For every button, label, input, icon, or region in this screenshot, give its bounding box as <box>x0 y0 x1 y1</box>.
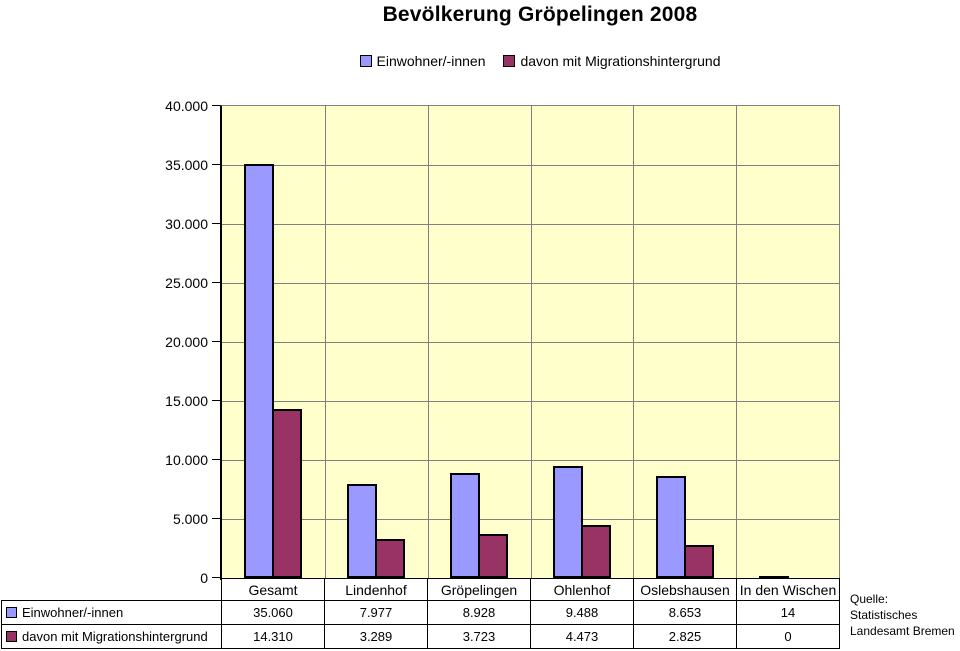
category-gridline <box>633 106 634 578</box>
source-note-line: Statistisches <box>850 608 918 622</box>
value-cell: 3.723 <box>427 624 531 649</box>
legend-item: davon mit Migrationshintergrund <box>503 53 720 69</box>
value-cell: 8.928 <box>427 600 531 625</box>
series-label-inner: Einwohner/-innen <box>6 605 221 620</box>
horizontal-gridline <box>222 401 839 402</box>
legend-item-label: davon mit Migrationshintergrund <box>520 53 721 69</box>
series-label-inner: davon mit Migrationshintergrund <box>6 629 221 644</box>
source-note-line: Quelle: <box>850 592 889 606</box>
category-header-cell: In den Wischen <box>736 578 840 601</box>
horizontal-gridline <box>222 460 839 461</box>
category-gridline <box>428 106 429 578</box>
horizontal-gridline <box>222 519 839 520</box>
y-axis-tick-label: 40.000 <box>165 98 208 114</box>
horizontal-gridline <box>222 165 839 166</box>
y-axis-tick-mark <box>212 282 221 283</box>
value-cell: 0 <box>736 624 840 649</box>
value-cell: 14.310 <box>221 624 325 649</box>
y-axis-tick-mark <box>212 164 221 165</box>
data-table: Gesamt Lindenhof Gröpelingen Ohlenhof Oslebs… <box>1 578 840 649</box>
table-corner-blank <box>2 579 222 601</box>
bar-1-4 <box>684 545 714 578</box>
bar-0-2 <box>450 473 480 578</box>
value-cell: 8.653 <box>633 600 737 625</box>
bar-0-4 <box>656 476 686 578</box>
category-header-cell: Lindenhof <box>324 578 428 601</box>
series-name: Einwohner/-innen <box>22 605 124 620</box>
horizontal-gridline <box>222 342 839 343</box>
chart-title: Bevölkerung Gröpelingen 2008 <box>382 3 698 26</box>
series-label-cell: davon mit Migrationshintergrund <box>1 624 222 649</box>
series-key-swatch <box>6 631 17 642</box>
legend-key-swatch <box>359 55 372 67</box>
bar-1-1 <box>375 539 405 578</box>
table-series-row: Einwohner/-innen 35.060 7.977 8.928 9.488 8.6… <box>1 600 840 625</box>
table-header-row: Gesamt Lindenhof Gröpelingen Ohlenhof Oslebs… <box>2 578 840 601</box>
bar-0-5 <box>759 576 789 578</box>
y-axis-tick-label: 25.000 <box>165 275 208 291</box>
value-cell: 9.488 <box>530 600 634 625</box>
legend: Einwohner/-innen davon mit Migrationshint… <box>110 53 960 69</box>
plot-area <box>220 105 840 580</box>
y-axis-tick-label: 35.000 <box>165 157 208 173</box>
y-axis-tick-label: 15.000 <box>165 393 208 409</box>
value-cell: 7.977 <box>324 600 428 625</box>
value-cell: 35.060 <box>221 600 325 625</box>
table-series-row: davon mit Migrationshintergrund 14.310 3.2… <box>1 624 840 649</box>
y-axis-tick-mark <box>212 341 221 342</box>
y-axis-tick-mark <box>212 105 221 106</box>
value-cell: 4.473 <box>530 624 634 649</box>
horizontal-gridline <box>222 224 839 225</box>
y-axis-tick-mark <box>212 400 221 401</box>
bar-1-3 <box>581 525 611 578</box>
series-name: davon mit Migrationshintergrund <box>22 629 208 644</box>
category-header-cell: Gesamt <box>221 578 325 601</box>
y-axis-tick-mark <box>212 518 221 519</box>
category-gridline <box>325 106 326 578</box>
bar-1-2 <box>478 534 508 578</box>
y-axis-tick-mark <box>212 577 221 578</box>
legend-item: Einwohner/-innen <box>359 53 486 69</box>
category-header-cell: Ohlenhof <box>530 578 634 601</box>
bar-0-1 <box>347 484 377 578</box>
y-axis-tick-label: 30.000 <box>165 216 208 232</box>
bar-0-0 <box>244 164 274 578</box>
y-axis-tick-mark <box>212 223 221 224</box>
horizontal-gridline <box>222 283 839 284</box>
legend-item-label: Einwohner/-innen <box>376 53 486 69</box>
source-note: Quelle: Statistisches Landesamt Bremen <box>850 591 955 639</box>
bar-0-3 <box>553 466 583 578</box>
category-gridline <box>736 106 737 578</box>
series-label-cell: Einwohner/-innen <box>1 600 222 625</box>
y-axis-tick-label: 5.000 <box>172 511 208 527</box>
legend-key-swatch <box>503 55 516 67</box>
category-header-cell: Oslebshausen <box>633 578 737 601</box>
y-axis-tick-label: 20.000 <box>165 334 208 350</box>
category-header-cell: Gröpelingen <box>427 578 531 601</box>
value-cell: 2.825 <box>633 624 737 649</box>
y-axis-tick-mark <box>212 459 221 460</box>
y-axis-tick-label: 0 <box>200 570 208 586</box>
bar-1-0 <box>272 409 302 578</box>
source-note-line: Landesamt Bremen <box>850 624 955 638</box>
value-cell: 3.289 <box>324 624 428 649</box>
category-gridline <box>531 106 532 578</box>
series-key-swatch <box>6 607 17 618</box>
value-cell: 14 <box>736 600 840 625</box>
y-axis-tick-label: 10.000 <box>165 452 208 468</box>
